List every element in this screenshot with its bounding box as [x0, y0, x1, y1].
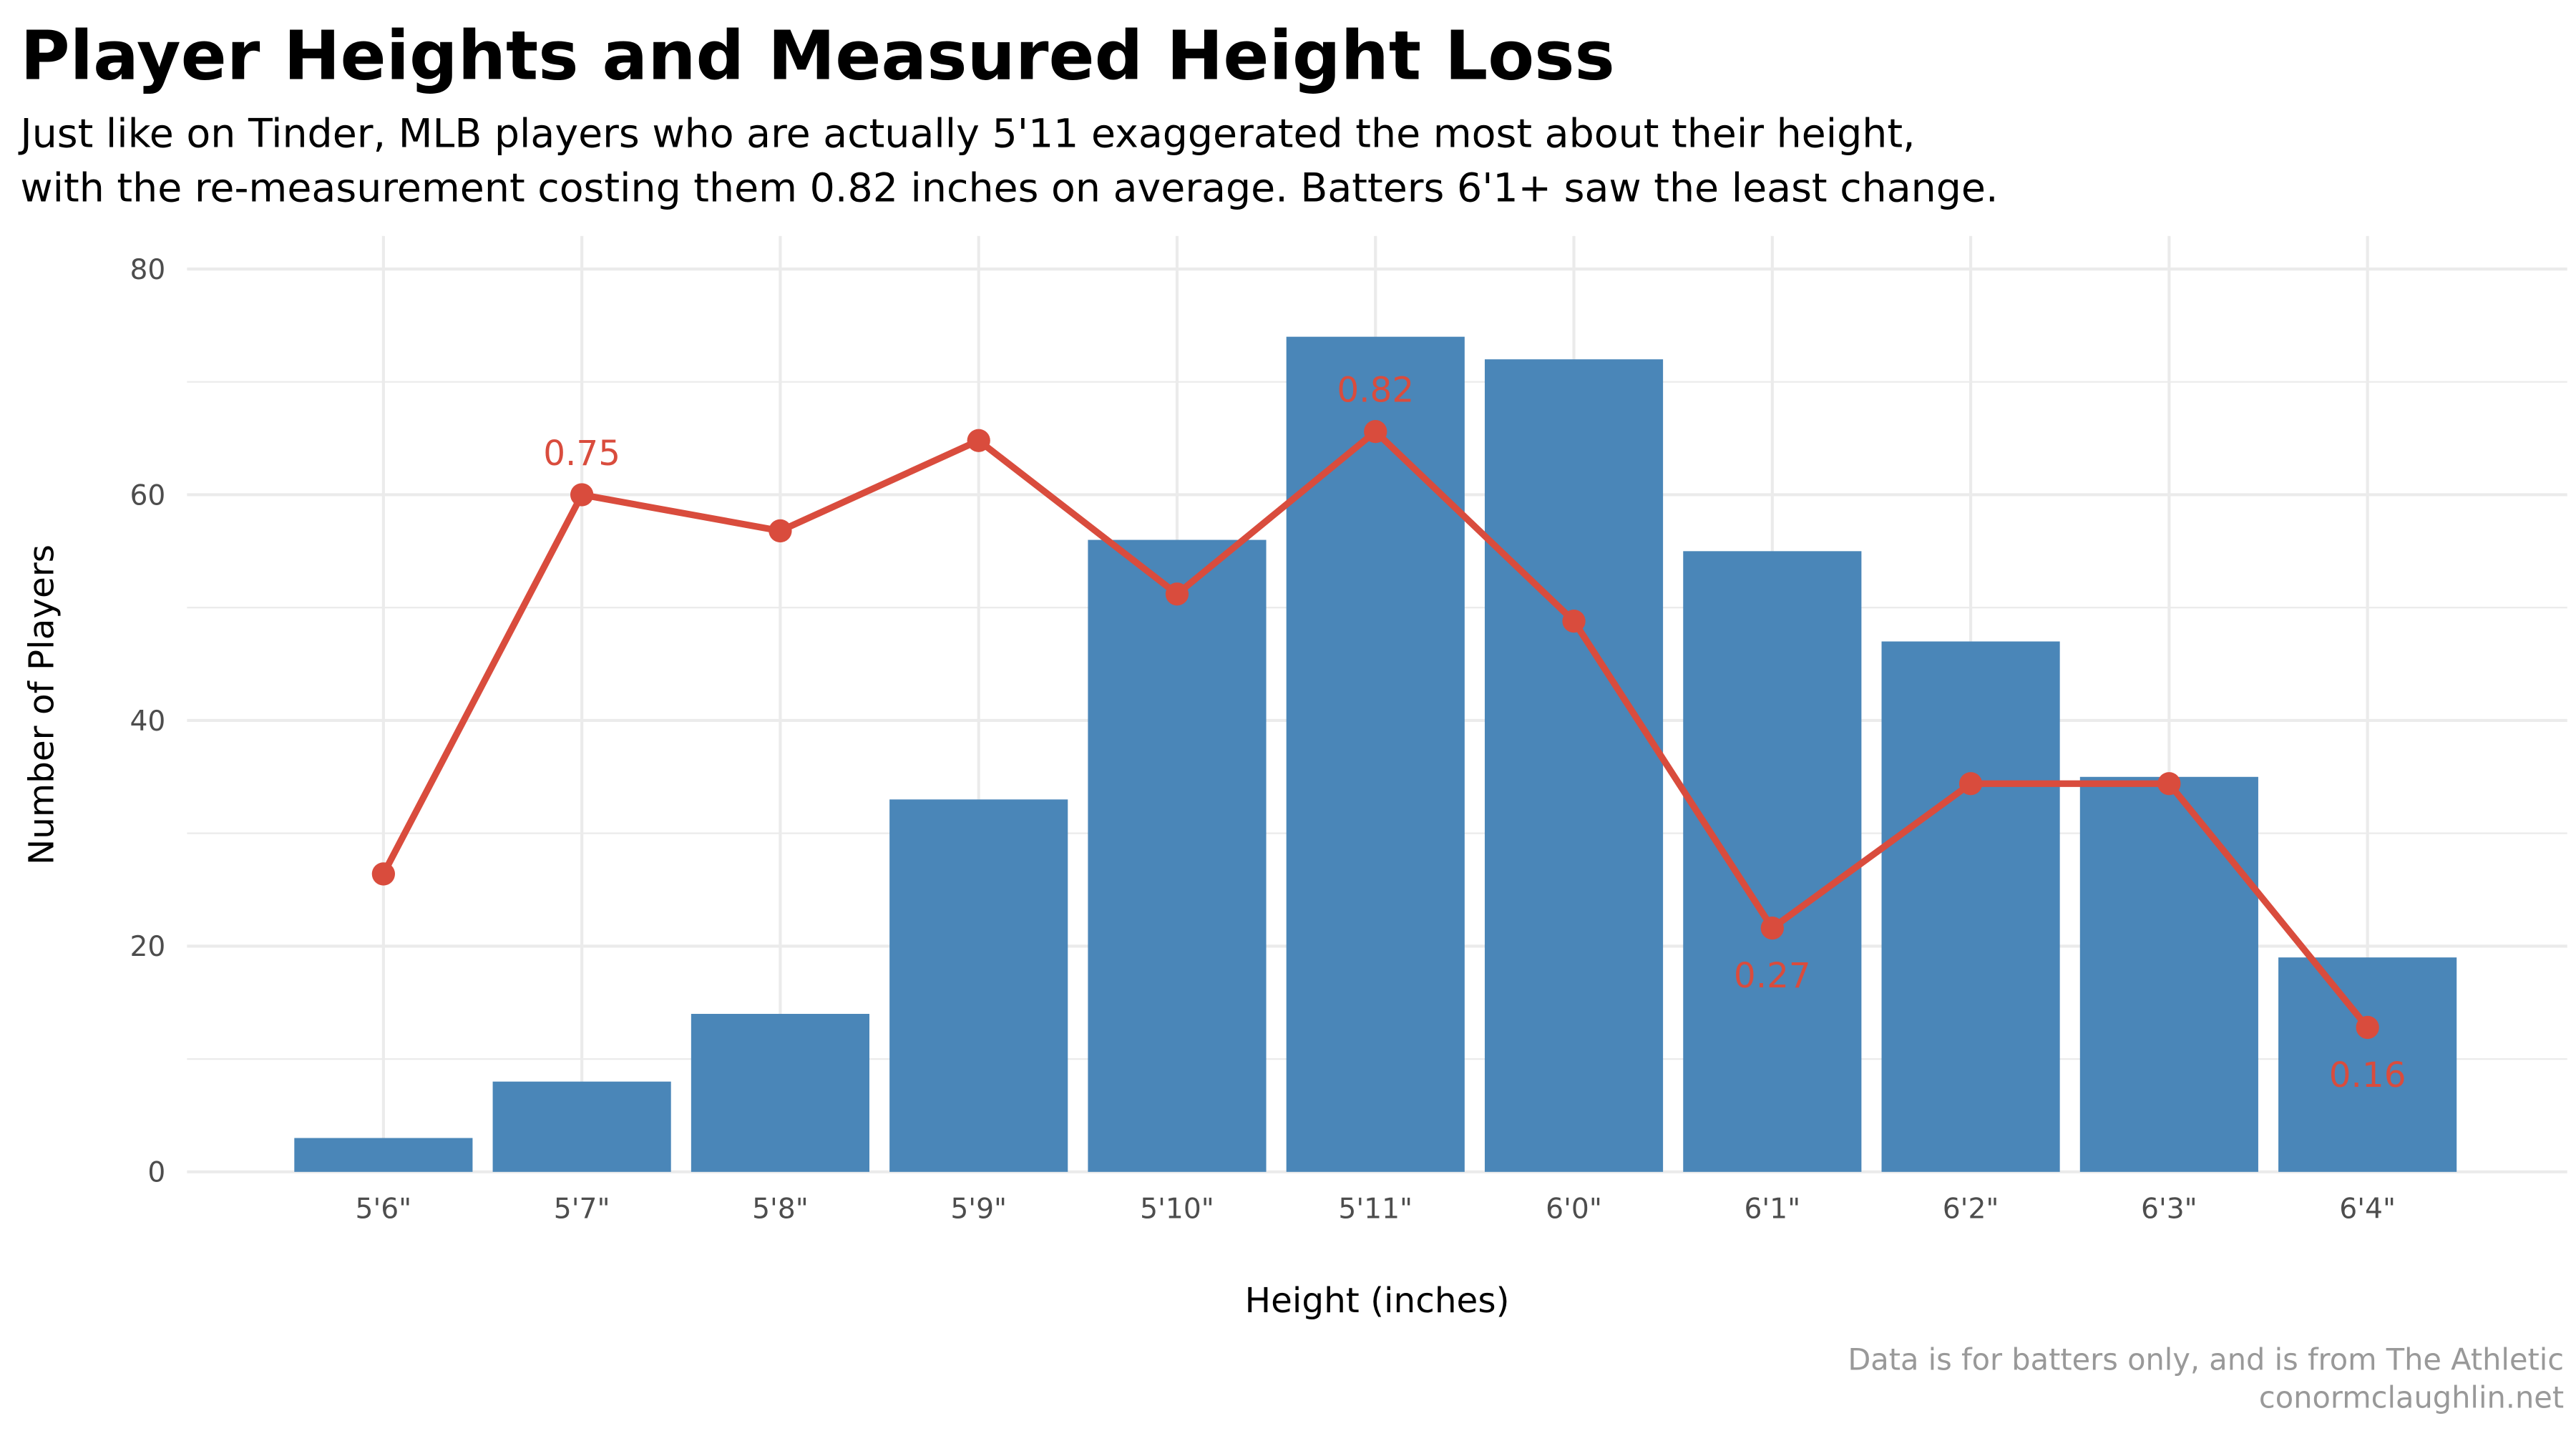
chart-title: Player Heights and Measured Height Loss: [20, 17, 1614, 96]
height-loss-line: 0.75 0.82 0.27 0.16: [371, 371, 2406, 1095]
x-tick-label: 5'7": [554, 1193, 610, 1225]
y-tick-label: 0: [147, 1157, 165, 1189]
line-point: [769, 519, 792, 543]
x-tick-label: 6'3": [2141, 1193, 2197, 1225]
caption-site: conormclaughlin.net: [2259, 1380, 2564, 1415]
x-tick-label: 5'11": [1338, 1193, 1413, 1225]
y-tick-label: 20: [130, 931, 165, 963]
point-label: 0.27: [1734, 956, 1811, 996]
x-tick-label: 6'2": [1943, 1193, 1999, 1225]
bar: [1683, 551, 1862, 1172]
y-tick-label: 80: [130, 254, 165, 286]
bar: [691, 1014, 869, 1172]
x-tick-label: 5'6": [356, 1193, 412, 1225]
x-tick-label: 5'10": [1140, 1193, 1214, 1225]
x-tick-label: 6'1": [1744, 1193, 1800, 1225]
point-label: 0.16: [2329, 1055, 2406, 1095]
line-point: [371, 862, 396, 886]
line-point: [1165, 582, 1189, 606]
x-tick-label: 6'0": [1546, 1193, 1602, 1225]
line-point: [1958, 772, 1983, 796]
y-axis-ticks: 0 20 40 60 80: [130, 254, 165, 1189]
y-tick-label: 60: [130, 479, 165, 512]
bar: [889, 799, 1068, 1172]
caption-source: Data is for batters only, and is from Th…: [1848, 1342, 2564, 1377]
bar: [1286, 336, 1465, 1172]
chart-subtitle-line-2: with the re-measurement costing them 0.8…: [20, 165, 1998, 211]
x-tick-label: 5'8": [752, 1193, 809, 1225]
point-label: 0.82: [1337, 371, 1414, 411]
bar: [1484, 359, 1664, 1172]
bar: [492, 1081, 671, 1172]
y-axis-title: Number of Players: [22, 544, 62, 865]
bar: [1881, 641, 2060, 1172]
bar: [294, 1138, 473, 1172]
point-label: 0.75: [543, 434, 620, 474]
y-tick-label: 40: [130, 705, 165, 738]
line-point: [1364, 419, 1387, 444]
line-point: [1760, 916, 1784, 940]
x-axis-title: Height (inches): [1245, 1281, 1510, 1321]
bar: [2278, 957, 2457, 1172]
line-point: [2356, 1015, 2379, 1040]
line-point: [2157, 772, 2181, 796]
line-point: [1562, 609, 1586, 633]
bars: [294, 336, 2457, 1172]
bar: [1088, 539, 1267, 1172]
x-tick-label: 5'9": [950, 1193, 1007, 1225]
x-tick-label: 6'4": [2339, 1193, 2396, 1225]
bar: [2079, 776, 2258, 1172]
x-axis-ticks: 5'6" 5'7" 5'8" 5'9" 5'10" 5'11" 6'0" 6'1" 6'2" 6'…: [356, 1193, 2396, 1225]
line-point: [967, 429, 990, 452]
chart-subtitle-line-1: Just like on Tinder, MLB players who are…: [18, 111, 1915, 157]
line-point: [570, 483, 594, 507]
